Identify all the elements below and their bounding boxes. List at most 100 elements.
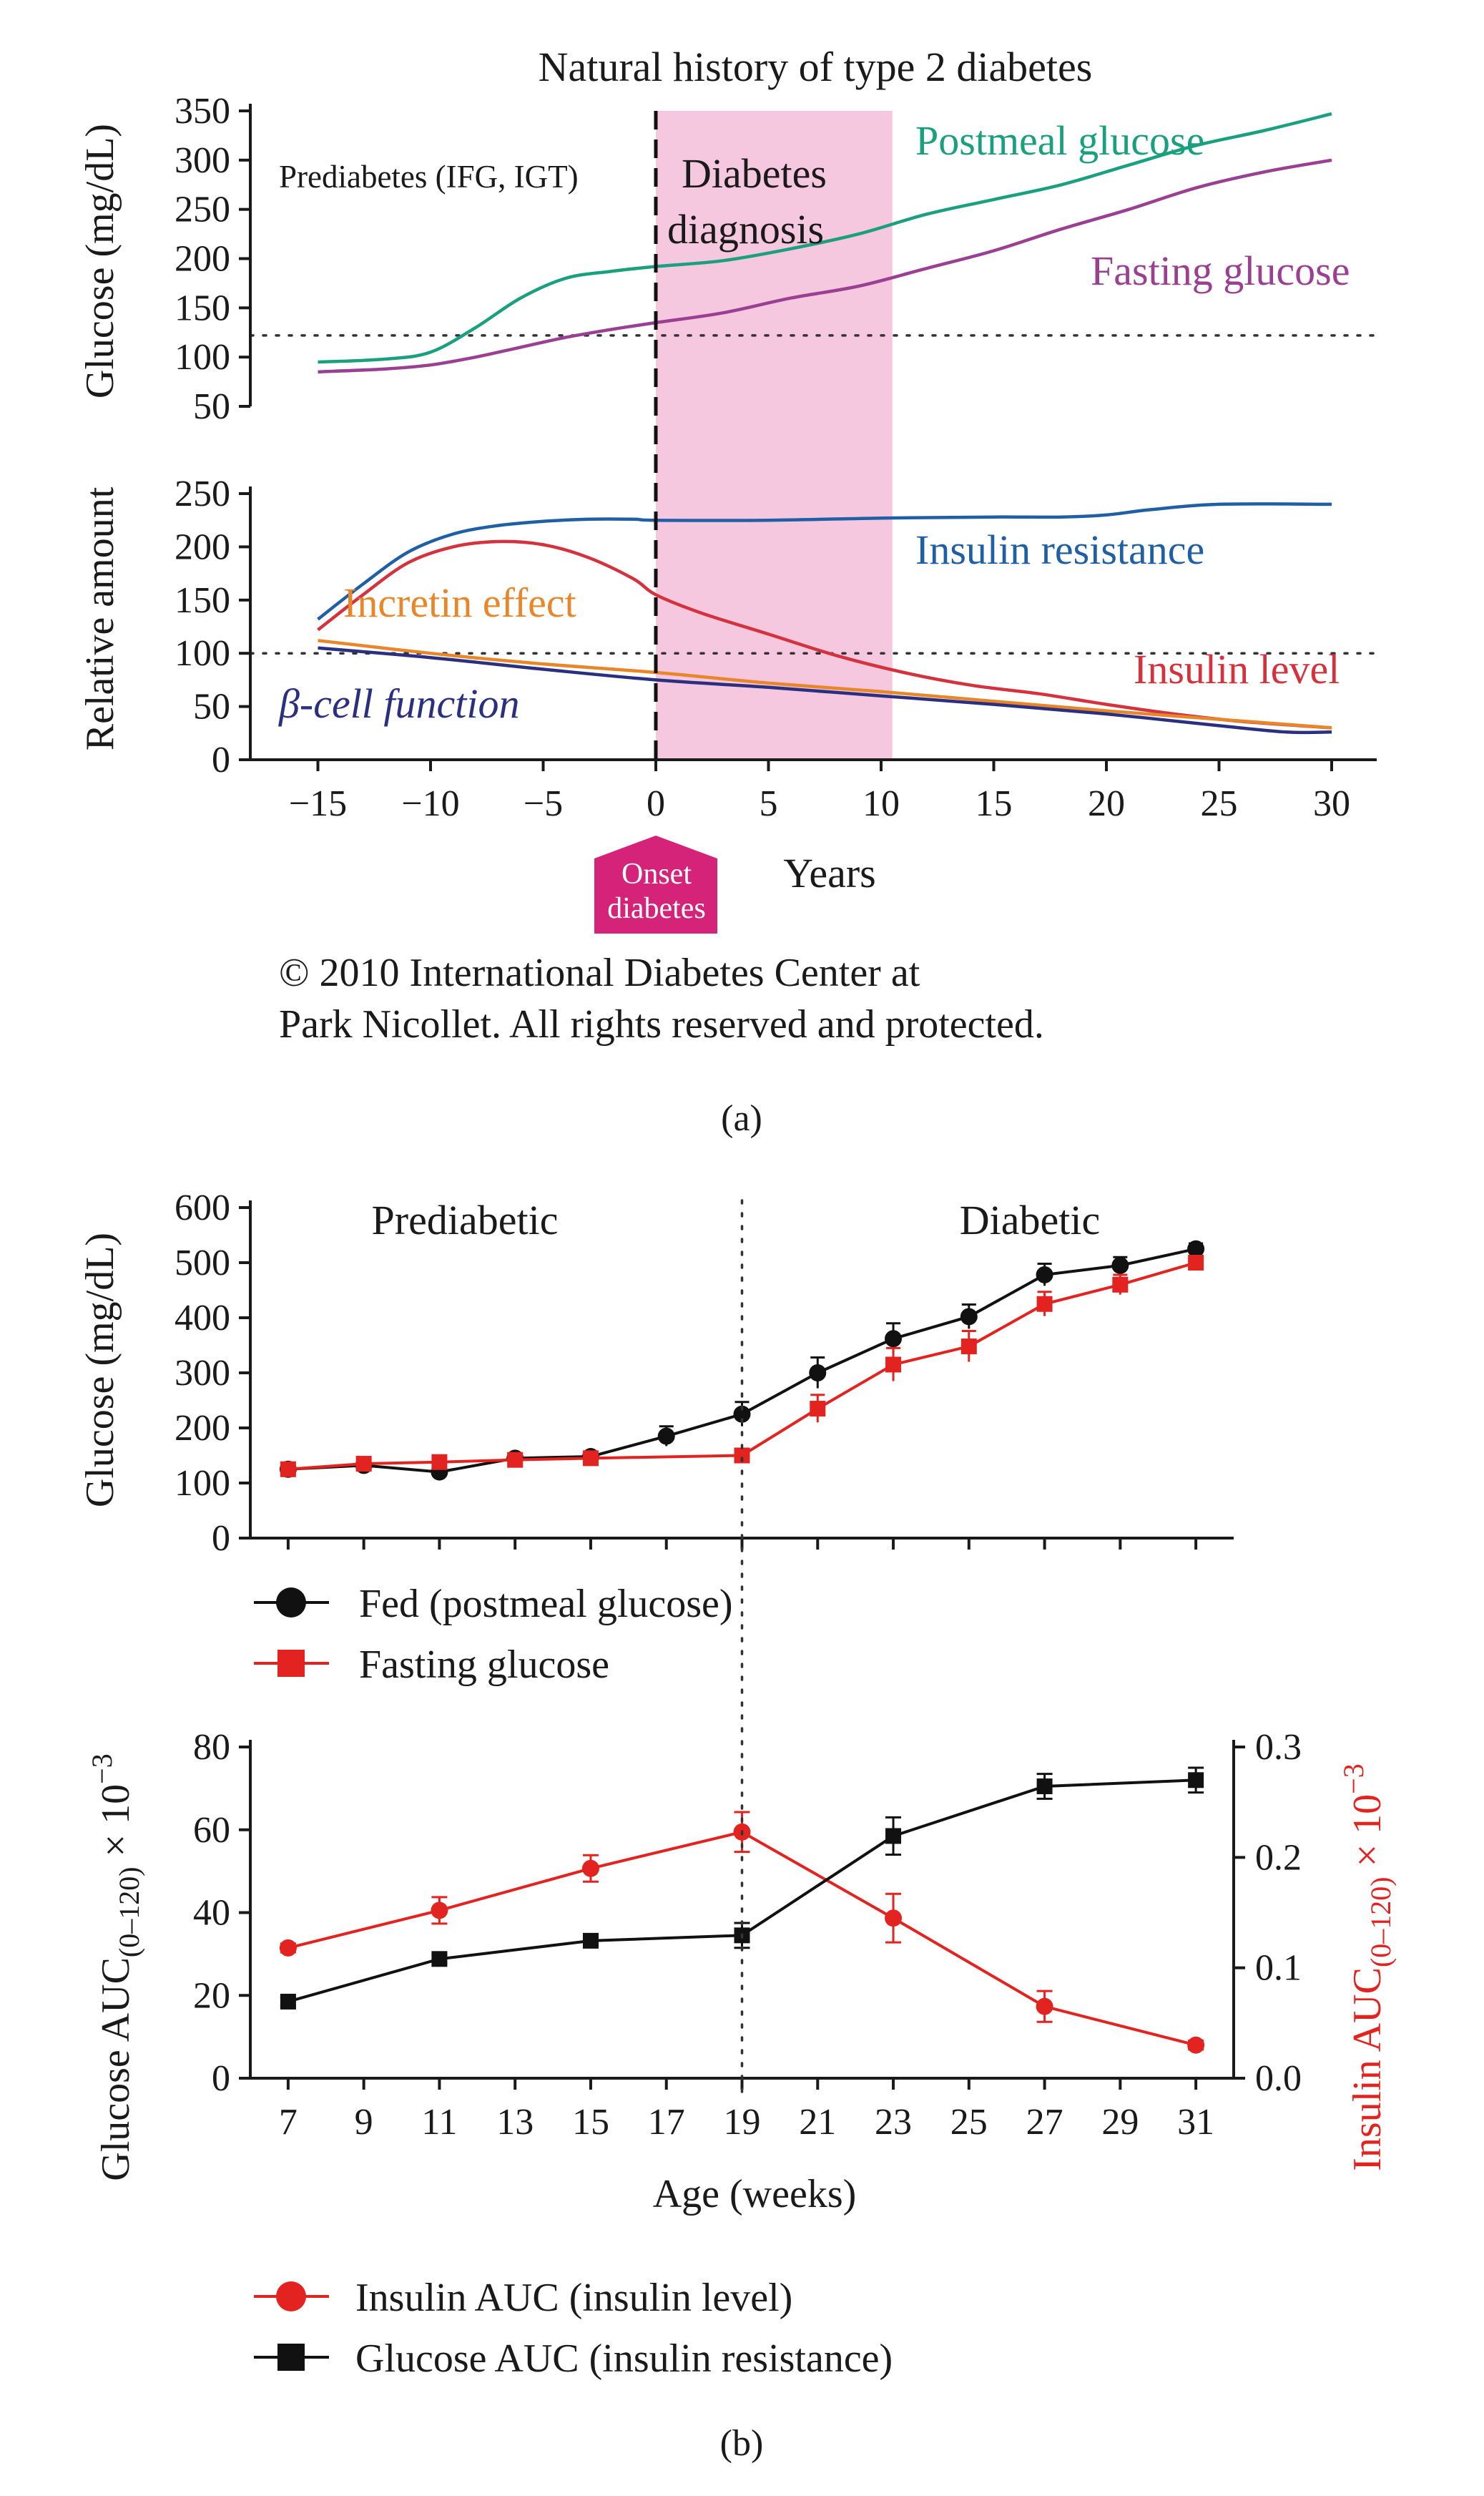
postmeal-glucose-label: Postmeal glucose <box>915 117 1204 164</box>
a-bottom-xtick-label: 10 <box>863 783 900 824</box>
a-bottom-xtick-label: −10 <box>401 783 459 824</box>
b-top-ytick-label: 100 <box>175 1463 230 1504</box>
a-top-ytick-label: 150 <box>175 288 230 328</box>
b-bottom-xtick-label: 25 <box>950 2102 988 2143</box>
a-bottom-line-1 <box>317 539 1332 730</box>
a-top-ytick-label: 350 <box>175 91 230 132</box>
a-top-ytick-label: 300 <box>175 140 230 181</box>
legend-fasting-marker <box>277 1650 305 1677</box>
a-bottom-xtick-label: 20 <box>1088 783 1125 824</box>
a-bottom-xtick-label: 30 <box>1313 783 1350 824</box>
b-top-series <box>279 1240 1205 1481</box>
b-top-point-fasting <box>1112 1276 1129 1293</box>
b-top-point-fasting <box>960 1338 977 1355</box>
prediabetic-label: Prediabetic <box>372 1197 559 1243</box>
a-top-ytick-label: 100 <box>175 337 230 378</box>
b-top-point-fed <box>657 1427 675 1445</box>
panel-b-label: (b) <box>720 2423 764 2464</box>
b-top-point-fasting <box>355 1456 372 1472</box>
diabetes-label: Diabetes <box>682 150 827 197</box>
b-bottom-xtick-label: 13 <box>496 2102 534 2143</box>
b-top-point-fasting <box>1036 1296 1053 1312</box>
diagnosis-label: diagnosis <box>667 206 824 253</box>
legend-fasting-label: Fasting glucose <box>359 1643 609 1687</box>
a-bottom-xtick-label: 15 <box>976 783 1013 824</box>
legend-glucose-auc-label: Glucose AUC (insulin resistance) <box>355 2336 893 2381</box>
a-top-line-0 <box>318 112 1332 364</box>
b-bottom-ylabel-left: Glucose AUC(0–120) × 10−3 <box>86 1753 145 2181</box>
a-bottom-ytick-label: 250 <box>175 474 230 514</box>
b-top-point-fed <box>1111 1256 1129 1274</box>
a-top-ylabel: Glucose (mg/dL) <box>78 124 122 398</box>
copyright-line2: Park Nicollet. All rights reserved and p… <box>279 1002 1044 1047</box>
b-top-point-fed <box>1036 1266 1053 1283</box>
b-bottom-ytick-left-label: 20 <box>193 1975 230 2016</box>
a-bot-series <box>317 502 1332 735</box>
b-top-ytick-label: 300 <box>175 1353 230 1394</box>
panel-a-label: (a) <box>721 1098 762 1139</box>
a-bottom-ytick-label: 100 <box>175 633 230 674</box>
a-bottom-line-3 <box>318 646 1332 735</box>
b-bottom-xtick-label: 11 <box>421 2102 457 2143</box>
b-bottom-xtick-label: 27 <box>1026 2102 1063 2143</box>
b-bottom-point-glucose <box>885 1828 902 1844</box>
b-bottom-point-insulin <box>1187 2036 1205 2054</box>
a-bot-axes: 0 50 100 150 200 250 −15 −10 −5 0 5 10 15 20 25 30 <box>175 474 1377 824</box>
legend-glucose-auc-marker <box>277 2344 305 2371</box>
a-top-ytick-label: 50 <box>193 386 230 427</box>
b-bottom-xtick-label: 21 <box>799 2102 836 2143</box>
insulin-resistance-label: Insulin resistance <box>915 527 1204 573</box>
b-top-ytick-label: 600 <box>175 1188 230 1228</box>
b-top-point-fasting <box>507 1452 524 1468</box>
b-bottom-xtick-label: 29 <box>1101 2102 1139 2143</box>
b-top-point-fasting <box>431 1454 448 1470</box>
b-top-ylabel: Glucose (mg/dL) <box>78 1233 122 1507</box>
insulin-level-label: Insulin level <box>1134 646 1340 692</box>
b-bottom-ytick-right-label: 0.0 <box>1255 2058 1302 2099</box>
a-top-line-1 <box>318 158 1332 374</box>
legend-top: Fed (postmeal glucose) Fasting glucose <box>254 1582 733 1687</box>
b-top-point-fed <box>960 1308 978 1326</box>
b-bottom-point-glucose <box>1188 1772 1204 1788</box>
b-bottom-ytick-left-label: 0 <box>212 2058 230 2099</box>
fasting-glucose-label: Fasting glucose <box>1091 248 1350 294</box>
b-bottom-xtick-label: 23 <box>875 2102 912 2143</box>
b-top-point-fasting <box>582 1450 599 1467</box>
legend-fed-marker <box>276 1587 306 1617</box>
incretin-effect-label: Incretin effect <box>343 579 576 626</box>
diagnosis-shaded-region <box>656 111 893 760</box>
b-top-ytick-label: 500 <box>175 1243 230 1283</box>
b-top-point-fasting <box>810 1401 826 1417</box>
b-top-ytick-label: 400 <box>175 1298 230 1338</box>
b-bottom-xtick-label: 15 <box>572 2102 609 2143</box>
a-top-ytick-label: 200 <box>175 239 230 280</box>
b-top-point-fasting <box>1188 1255 1204 1271</box>
b-top-line-1 <box>288 1261 1196 1471</box>
a-bottom-ytick-label: 50 <box>193 687 230 728</box>
a-bottom-xtick-label: 5 <box>760 783 778 824</box>
b-bottom-ytick-right-label: 0.1 <box>1255 1948 1302 1989</box>
b-bottom-xtick-label: 31 <box>1177 2102 1214 2143</box>
b-bottom-point-insulin <box>581 1859 599 1877</box>
b-top-point-fed <box>733 1405 751 1423</box>
legend-bottom: Insulin AUC (insulin level) Glucose AUC … <box>254 2276 893 2381</box>
a-top-axes: 50 100 150 200 250 300 350 <box>175 91 252 427</box>
a-bottom-xtick-label: 0 <box>647 783 665 824</box>
b-bottom-point-insulin <box>431 1902 448 1919</box>
b-bottom-point-glucose <box>431 1951 448 1967</box>
b-top-point-fed <box>885 1330 903 1348</box>
b-bottom-point-glucose <box>1036 1778 1053 1794</box>
a-bottom-line-2 <box>318 639 1332 730</box>
onset-marker <box>594 836 717 934</box>
b-top-axes: 0 100 200 300 400 500 600 <box>175 1188 1234 1559</box>
b-bottom-point-insulin <box>1036 1997 1053 2015</box>
a-bottom-line-0 <box>317 502 1332 621</box>
b-top-point-fasting <box>280 1461 296 1477</box>
a-bottom-xtick-label: −5 <box>524 783 563 824</box>
b-top-line-0 <box>288 1247 1196 1474</box>
b-top-point-fed <box>1187 1240 1205 1258</box>
b-top-point-fasting <box>885 1356 902 1373</box>
years-label: Years <box>783 850 875 896</box>
